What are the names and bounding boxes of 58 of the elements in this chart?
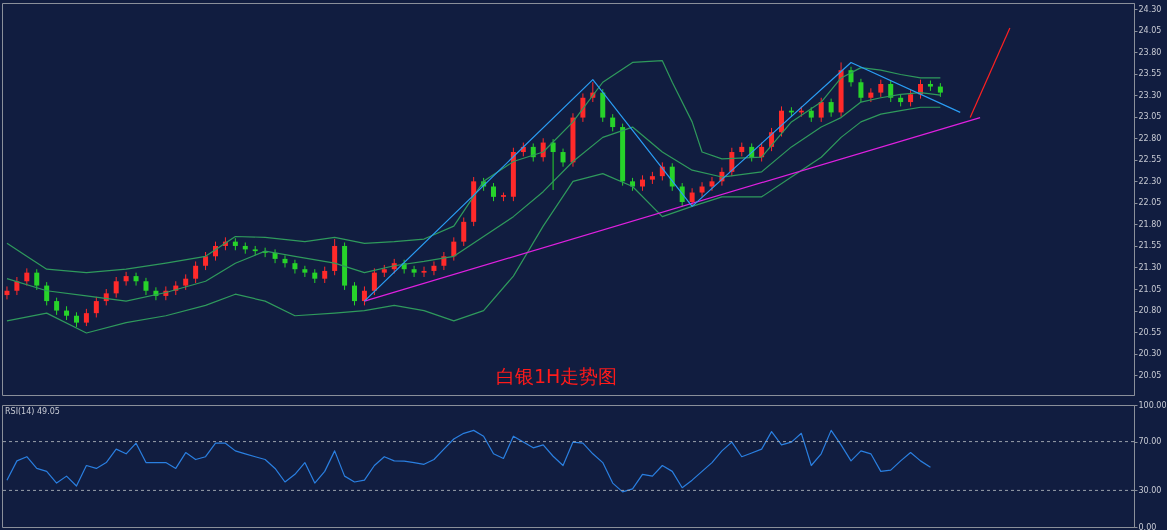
candlestick [431,260,437,276]
candlestick [451,236,457,262]
candlestick [282,254,288,268]
y-tick-label: 70.00 [1138,437,1162,447]
candlestick [352,281,358,306]
line-series [6,429,932,493]
candlestick [411,265,417,278]
line-series [6,60,941,274]
candlestick [669,162,675,192]
candlestick [560,148,566,168]
y-tick-label: 23.80 [1138,47,1162,57]
y-tick-label: 24.30 [1138,4,1162,14]
candlestick [133,272,139,287]
candlestick [203,251,209,271]
y-tick-label: 22.30 [1138,176,1162,186]
y-tick-label: 30.00 [1138,485,1162,495]
y-tick-label: 24.05 [1138,26,1162,36]
candlestick [302,265,308,278]
candlestick [4,285,10,300]
y-tick-label: 23.05 [1138,112,1162,122]
line-series [363,61,961,302]
candlestick [818,97,824,123]
candlestick [421,266,427,278]
candlestick [858,78,864,103]
candlestick [93,296,99,318]
y-tick-label: 23.30 [1138,90,1162,100]
y-tick-label: 0.00 [1138,522,1157,530]
chart-title: RSI(14) 49.05 [5,407,60,416]
candlestick [371,267,377,296]
candlestick [34,268,40,291]
candlestick [689,187,695,207]
candlestick [272,248,278,264]
candlestick [461,217,467,247]
y-tick-label: 20.55 [1138,327,1162,337]
y-tick-label: 21.05 [1138,284,1162,294]
y-tick-label: 20.80 [1138,306,1162,316]
y-tick-label: 21.30 [1138,262,1162,272]
y-tick-label: 21.55 [1138,241,1162,251]
candlestick [123,271,129,287]
candlestick [699,181,705,198]
y-tick-label: 22.05 [1138,198,1162,208]
annotation: 白银1H走势图 [495,365,618,387]
candlestick [193,260,199,284]
y-tick-label: 20.30 [1138,349,1162,359]
y-tick-label: 23.55 [1138,69,1162,79]
candlestick [888,80,894,103]
candlestick [113,276,119,299]
line-series [6,106,941,334]
candlestick [828,98,834,118]
y-tick-label: 20.05 [1138,370,1162,380]
y-tick-label: 22.55 [1138,155,1162,165]
candlestick [14,276,20,296]
candlestick [292,259,298,275]
y-tick-label: 22.80 [1138,133,1162,143]
candlestick [491,182,497,202]
candlestick [868,87,874,103]
y-tick-label: 21.80 [1138,219,1162,229]
y-tick-label: 100.00 [1138,400,1167,410]
